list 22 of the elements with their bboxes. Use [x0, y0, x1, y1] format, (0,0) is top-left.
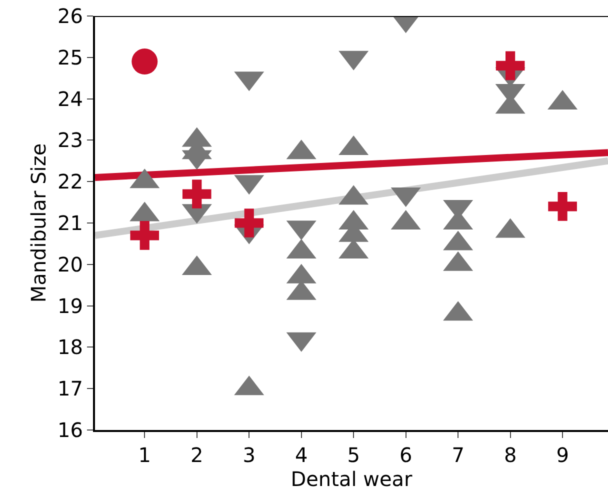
x-tick-label: 3 — [242, 443, 256, 467]
x-tick-label: 5 — [347, 443, 360, 467]
y-axis-title: Mandibular Size — [26, 143, 51, 303]
y-tick-label: 26 — [58, 4, 83, 28]
y-tick-label: 18 — [58, 335, 83, 360]
y-tick-label: 21 — [58, 211, 83, 235]
x-tick-label: 4 — [294, 443, 308, 467]
y-tick-label: 22 — [58, 170, 83, 194]
x-tick-label: 8 — [504, 443, 517, 467]
x-axis-title: Dental wear — [290, 467, 414, 491]
y-tick-label: 23 — [58, 128, 83, 152]
x-tick-label: 9 — [556, 443, 569, 467]
y-tick-label: 20 — [58, 252, 83, 276]
y-tick-label: 16 — [58, 418, 83, 442]
y-tick-label: 17 — [58, 376, 83, 401]
x-tick-label: 7 — [452, 443, 464, 467]
y-tick-label: 19 — [58, 294, 83, 318]
y-tick-label: 24 — [58, 86, 83, 111]
x-tick-label: 1 — [138, 443, 151, 467]
x-tick-label: 2 — [190, 443, 204, 467]
x-tick-label: 6 — [399, 443, 412, 467]
y-tick-label: 25 — [58, 45, 83, 70]
